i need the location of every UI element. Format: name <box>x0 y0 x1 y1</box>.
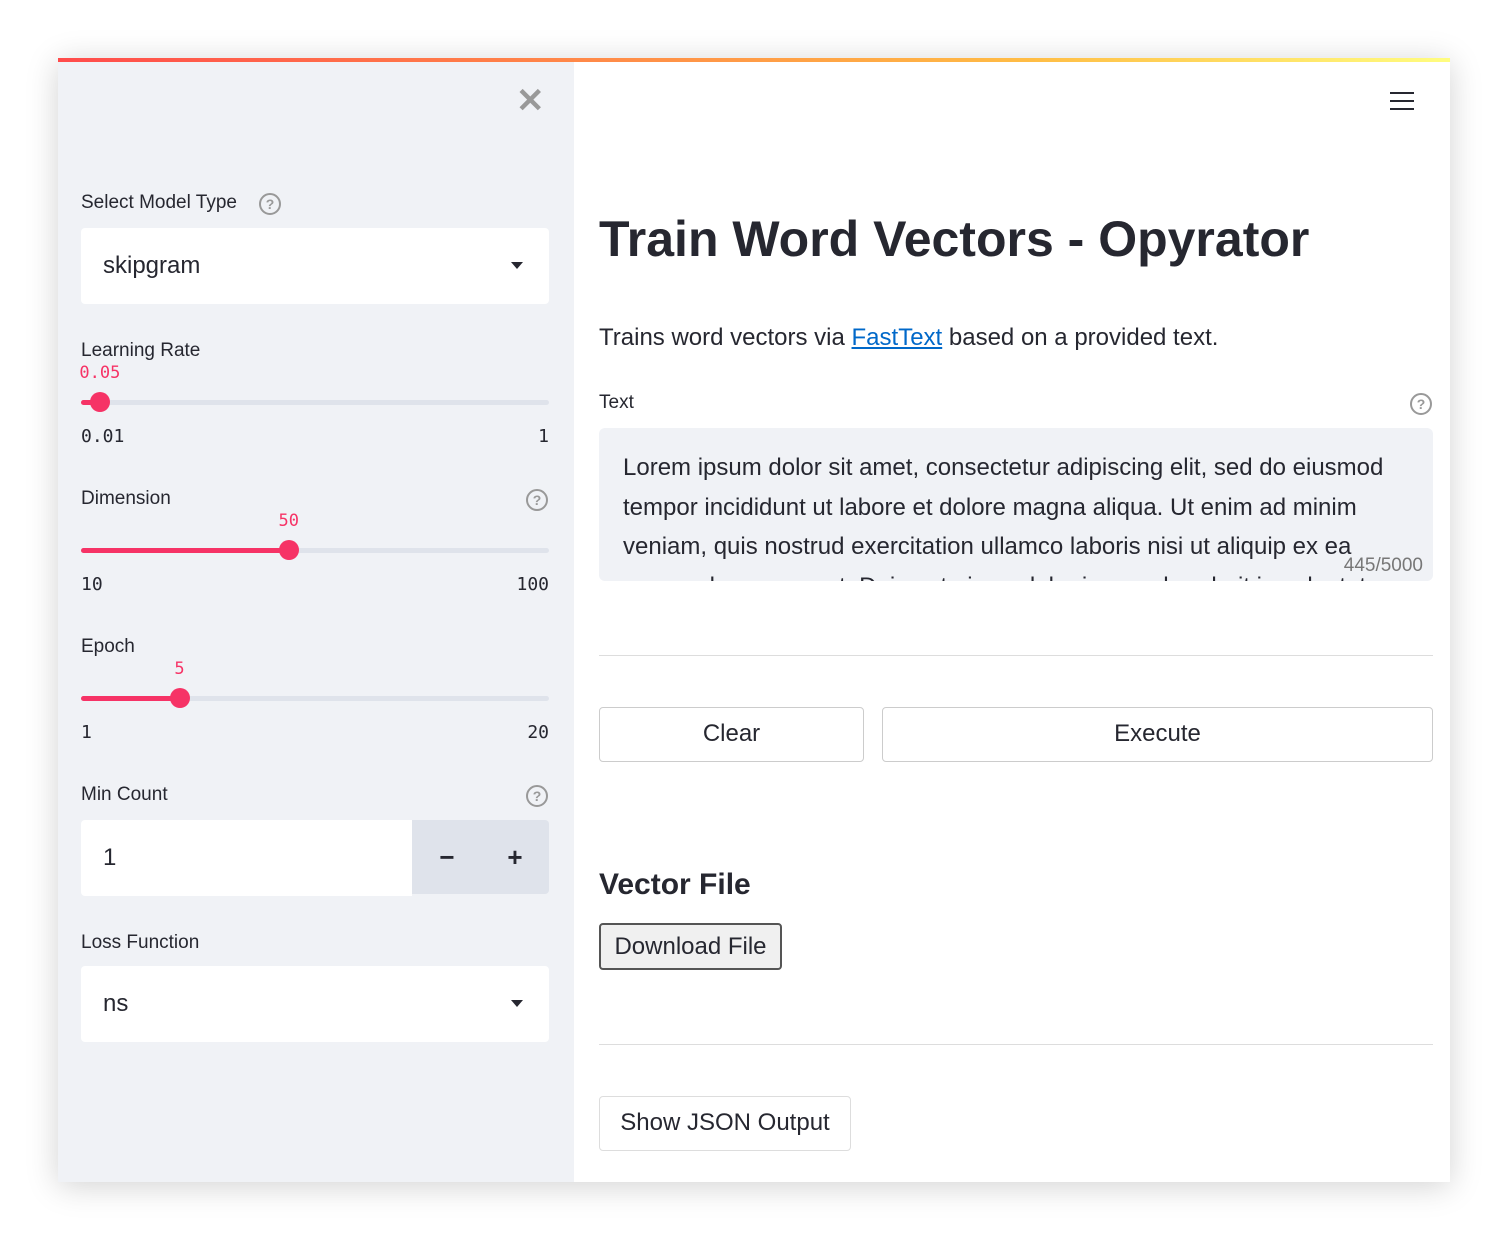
decrement-button[interactable]: − <box>439 842 455 872</box>
execute-button[interactable]: Execute <box>882 707 1433 762</box>
dimension-slider[interactable]: 50 <box>81 511 549 560</box>
divider <box>599 655 1433 656</box>
slider-fill <box>81 696 180 701</box>
show-json-output-button[interactable]: Show JSON Output <box>599 1096 851 1151</box>
close-icon[interactable]: ✕ <box>516 82 545 120</box>
divider <box>599 1044 1433 1045</box>
slider-min: 0.01 <box>81 426 125 447</box>
text-label: Text <box>599 392 634 413</box>
chevron-down-icon <box>511 1000 523 1007</box>
learning-rate-slider[interactable]: 0.05 <box>79 363 549 412</box>
hamburger-icon[interactable] <box>1390 92 1414 110</box>
slider-value: 50 <box>278 511 300 531</box>
help-icon[interactable]: ? <box>259 193 281 215</box>
min-count-label: Min Count <box>81 784 168 805</box>
app-window: ✕ Select Model Type ? skipgram Learning … <box>58 58 1450 1182</box>
slider-min: 10 <box>81 574 103 595</box>
help-icon[interactable]: ? <box>526 489 548 511</box>
dimension-label: Dimension <box>81 488 171 509</box>
loss-function-value: ns <box>103 990 129 1017</box>
description-text: based on a provided text. <box>942 324 1219 351</box>
text-area-value: Lorem ipsum dolor sit amet, consectetur … <box>623 454 1384 581</box>
slider-fill <box>81 548 289 553</box>
slider-thumb[interactable] <box>278 540 299 560</box>
description: Trains word vectors via FastText based o… <box>599 324 1218 352</box>
slider-max: 20 <box>527 722 549 743</box>
slider-max: 100 <box>516 574 549 595</box>
slider-value: 0.05 <box>79 363 121 383</box>
model-type-value: skipgram <box>103 252 201 279</box>
slider-thumb[interactable] <box>89 392 110 412</box>
text-area[interactable]: Lorem ipsum dolor sit amet, consectetur … <box>599 428 1433 581</box>
learning-rate-label: Learning Rate <box>81 340 201 361</box>
fasttext-link[interactable]: FastText <box>851 324 943 351</box>
increment-button[interactable]: + <box>507 842 523 872</box>
epoch-slider[interactable]: 5 <box>81 659 549 708</box>
decoration-bar <box>58 58 1450 62</box>
min-count-input[interactable]: 1 <box>81 820 412 896</box>
slider-value: 5 <box>174 659 185 679</box>
model-type-select[interactable]: skipgram <box>81 228 549 304</box>
help-icon[interactable]: ? <box>526 785 548 807</box>
chevron-down-icon <box>511 262 523 269</box>
loss-function-label: Loss Function <box>81 932 200 953</box>
page-title: Train Word Vectors - Opyrator <box>599 211 1310 267</box>
model-type-label: Select Model Type <box>81 192 237 213</box>
download-file-button[interactable]: Download File <box>599 923 782 970</box>
slider-min: 1 <box>81 722 92 743</box>
sidebar: ✕ Select Model Type ? skipgram Learning … <box>58 62 574 1182</box>
slider-thumb[interactable] <box>169 688 190 708</box>
slider-max: 1 <box>538 426 549 447</box>
min-count-stepper: − + <box>412 820 549 894</box>
vector-file-heading: Vector File <box>599 868 751 901</box>
description-text: Trains word vectors via <box>599 324 852 351</box>
epoch-label: Epoch <box>81 636 135 657</box>
clear-button[interactable]: Clear <box>599 707 864 762</box>
loss-function-select[interactable]: ns <box>81 966 549 1042</box>
help-icon[interactable]: ? <box>1410 393 1432 415</box>
char-count: 445/5000 <box>1343 555 1423 577</box>
